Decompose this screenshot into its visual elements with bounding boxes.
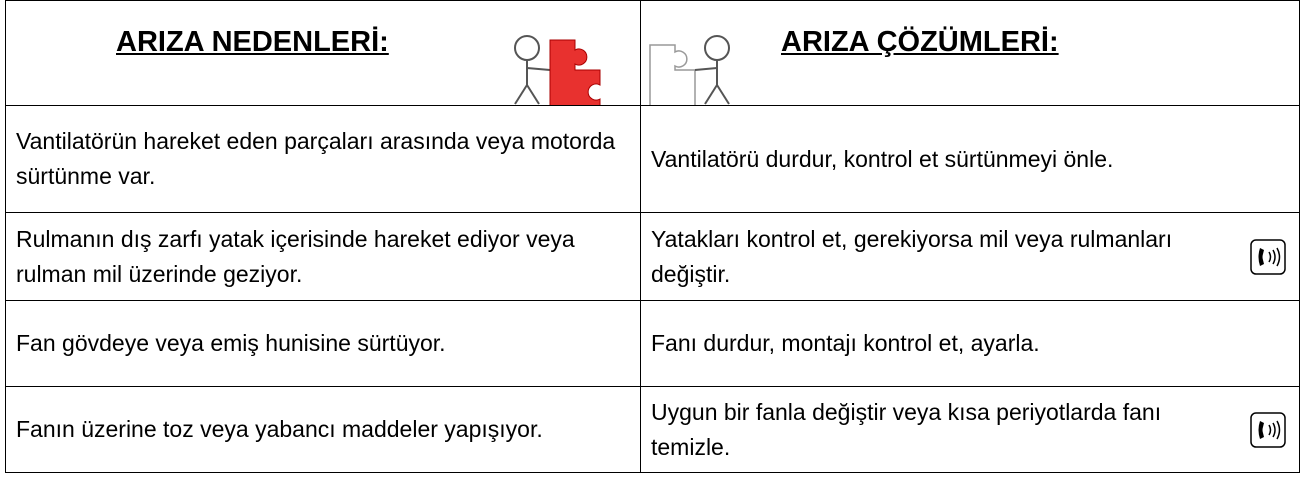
solution-cell: Fanı durdur, montajı kontrol et, ayarla. — [640, 300, 1300, 387]
cause-text: Fanın üzerine toz veya yabancı maddeler … — [16, 416, 543, 442]
solution-cell: Yatakları kontrol et, gerekiyorsa mil ve… — [640, 212, 1300, 301]
cause-text: Vantilatörün hareket eden parçaları aras… — [16, 128, 616, 189]
phone-icon — [1250, 411, 1286, 448]
solution-text: Yatakları kontrol et, gerekiyorsa mil ve… — [651, 225, 1173, 287]
solution-text: Uygun bir fanla değiştir veya kısa periy… — [651, 398, 1162, 460]
solution-cell: Uygun bir fanla değiştir veya kısa periy… — [640, 386, 1300, 473]
solution-text: Vantilatörü durdur, kontrol et sürtünmey… — [651, 145, 1114, 172]
puzzle-icon — [649, 35, 730, 106]
cause-cell: Vantilatörün hareket eden parçaları aras… — [5, 105, 641, 213]
header-right: ARIZA ÇÖZÜMLERİ: — [781, 26, 1059, 58]
cause-cell: Fan gövdeye veya emiş hunisine sürtüyor. — [5, 300, 641, 387]
cause-text: Fan gövdeye veya emiş hunisine sürtüyor. — [16, 330, 446, 356]
cause-cell: Fanın üzerine toz veya yabancı maddeler … — [5, 386, 641, 473]
cause-cell: Rulmanın dış zarfı yatak içerisinde hare… — [5, 212, 641, 301]
header-left: ARIZA NEDENLERİ: — [116, 26, 389, 58]
solution-text: Fanı durdur, montajı kontrol et, ayarla. — [651, 330, 1040, 356]
phone-icon — [1250, 238, 1286, 275]
solution-cell: Vantilatörü durdur, kontrol et sürtünmey… — [640, 105, 1300, 213]
cause-text: Rulmanın dış zarfı yatak içerisinde hare… — [16, 225, 575, 287]
puzzle-icon — [514, 35, 601, 106]
